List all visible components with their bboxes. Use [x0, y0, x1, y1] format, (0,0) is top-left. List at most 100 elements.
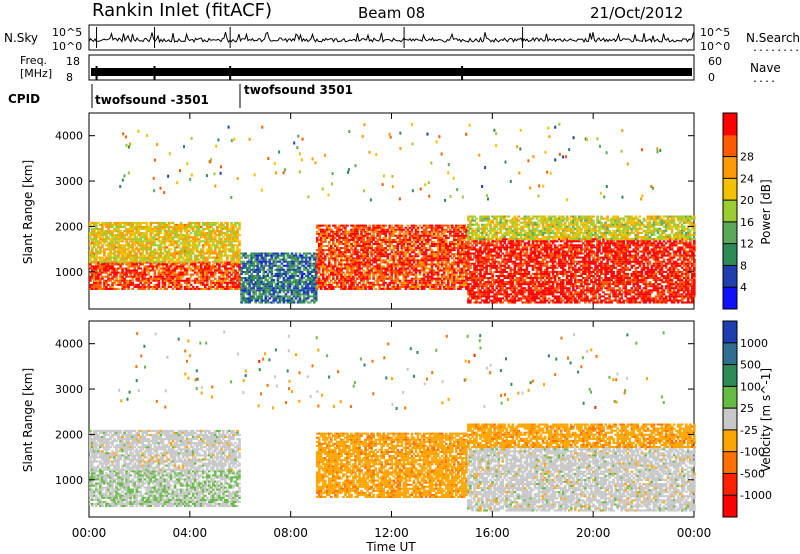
- heatmap-cell: [323, 240, 327, 243]
- heatmap-cell: [125, 267, 128, 270]
- heatmap-cell: [424, 265, 428, 268]
- heatmap-cell: [177, 267, 181, 270]
- heatmap-cell: [228, 275, 231, 278]
- heatmap-cell: [234, 223, 237, 226]
- heatmap-cell: [167, 260, 171, 263]
- heatmap-cell: [201, 232, 205, 235]
- heatmap-cell: [147, 230, 151, 233]
- heatmap-cell: [222, 223, 225, 226]
- heatmap-cell: [234, 226, 237, 229]
- heatmap-cell: [302, 299, 306, 302]
- heatmap-cell: [280, 285, 284, 288]
- heatmap-cell: [260, 289, 264, 292]
- heatmap-cell: [151, 279, 155, 282]
- heatmap-cell: [91, 260, 94, 263]
- heatmap-cell: [312, 283, 316, 286]
- heatmap-cell: [165, 271, 169, 274]
- heatmap-cell: [315, 236, 319, 239]
- heatmap-cell: [103, 263, 106, 266]
- heatmap-cell: [121, 271, 124, 274]
- heatmap-cell: [119, 281, 122, 284]
- heatmap-cell: [368, 232, 371, 235]
- heatmap-cell: [386, 249, 390, 252]
- heatmap-cell: [125, 244, 128, 247]
- heatmap-cell: [232, 263, 235, 266]
- heatmap-cell: [167, 285, 171, 288]
- heatmap-cell: [201, 275, 205, 278]
- heatmap-cell: [288, 268, 292, 271]
- heatmap-cell: [153, 273, 157, 276]
- heatmap-cell: [483, 240, 486, 243]
- heatmap-cell: [240, 270, 243, 273]
- heatmap-cell: [328, 261, 331, 264]
- heatmap-cell: [260, 297, 264, 300]
- heatmap-cell: [137, 256, 141, 259]
- heatmap-cell: [382, 279, 386, 282]
- heatmap-cell: [89, 221, 92, 224]
- heatmap-cell: [220, 281, 223, 284]
- heatmap-cell: [171, 267, 175, 270]
- heatmap-cell: [398, 236, 402, 239]
- heatmap-cell: [109, 267, 112, 270]
- heatmap-cell: [187, 279, 191, 282]
- heatmap-cell: [155, 265, 159, 268]
- heatmap-cell: [272, 254, 276, 257]
- heatmap-cell: [406, 228, 410, 231]
- heatmap-cell: [89, 271, 92, 274]
- heatmap-cell: [210, 223, 213, 226]
- heatmap-cell: [131, 265, 135, 268]
- heatmap-cell: [220, 277, 223, 280]
- heatmap-cell: [268, 283, 272, 286]
- heatmap-cell: [208, 267, 211, 270]
- heatmap-cell: [330, 228, 333, 231]
- heatmap-cell: [459, 255, 462, 258]
- heatmap-cell: [214, 256, 217, 259]
- heatmap-cell: [240, 297, 243, 300]
- heatmap-cell: [169, 285, 173, 288]
- heatmap-cell: [447, 261, 450, 264]
- heatmap-cell: [244, 256, 247, 259]
- heatmap-cell: [117, 281, 120, 284]
- heatmap-cell: [95, 279, 98, 282]
- heatmap-cell: [185, 285, 189, 288]
- heatmap-cell: [137, 228, 141, 231]
- heatmap-cell: [238, 242, 241, 245]
- heatmap-cell: [264, 289, 268, 292]
- heatmap-cell: [163, 273, 167, 276]
- heatmap-cell: [149, 256, 153, 259]
- heatmap-cell: [141, 273, 145, 276]
- heatmap-cell: [101, 260, 104, 263]
- heatmap-cell: [133, 240, 137, 243]
- heatmap-cell: [248, 295, 251, 298]
- heatmap-cell: [167, 226, 171, 229]
- heatmap-cell: [171, 228, 175, 231]
- heatmap-cell: [449, 251, 452, 254]
- heatmap-cell: [244, 262, 247, 265]
- heatmap-cell: [246, 287, 249, 290]
- heatmap-cell: [195, 226, 199, 229]
- heatmap-cell: [117, 252, 120, 255]
- heatmap-cell: [181, 258, 185, 261]
- heatmap-cell: [304, 281, 308, 284]
- heatmap-cell: [222, 273, 225, 276]
- heatmap-cell: [139, 238, 143, 241]
- heatmap-cell: [302, 293, 306, 296]
- heatmap-cell: [442, 281, 446, 284]
- heatmap-cell: [161, 269, 165, 272]
- heatmap-cell: [467, 297, 470, 300]
- heatmap-cell: [298, 279, 302, 282]
- heatmap-cell: [370, 287, 373, 290]
- heatmap-cell: [204, 287, 207, 290]
- heatmap-cell: [254, 291, 258, 294]
- heatmap-cell: [321, 257, 325, 260]
- heatmap-cell: [195, 236, 199, 239]
- heatmap-cell: [103, 254, 106, 257]
- heatmap-cell: [163, 256, 167, 259]
- heatmap-cell: [135, 277, 139, 280]
- heatmap-cell: [153, 236, 157, 239]
- heatmap-cell: [300, 272, 304, 275]
- heatmap-cell: [147, 269, 151, 272]
- heatmap-cell: [274, 262, 278, 265]
- heatmap-cell: [310, 295, 314, 298]
